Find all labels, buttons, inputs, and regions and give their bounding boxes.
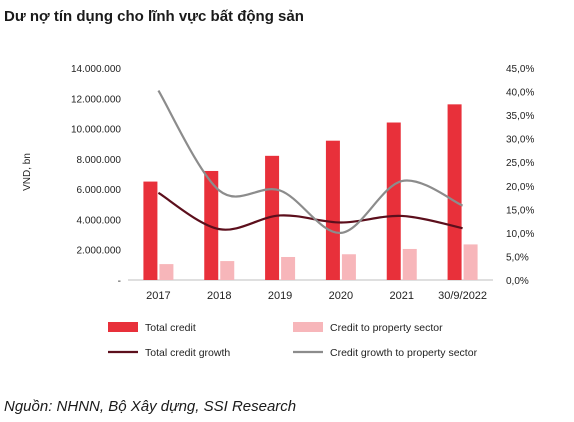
y-tick-label: 12.000.000 [71, 94, 121, 105]
x-tick-label: 2017 [146, 290, 170, 302]
bar [341, 254, 356, 280]
y2-tick-label: 30,0% [506, 135, 534, 146]
bar [463, 244, 478, 280]
x-tick-label: 2018 [207, 290, 231, 302]
y-tick-label: 8.000.000 [77, 155, 122, 166]
y2-tick-label: 25,0% [506, 158, 534, 169]
bars-group [143, 104, 478, 280]
y-tick-label: 10.000.000 [71, 125, 121, 136]
bar [386, 122, 401, 280]
y-axis-label: VND, bn [22, 153, 33, 191]
y-tick-label: 2.000.000 [77, 246, 122, 257]
y2-tick-label: 45,0% [506, 64, 534, 75]
x-axis-labels: 2017 2018 2019 2020 2021 30/9/2022 [146, 290, 487, 302]
legend-label: Credit growth to property sector [330, 347, 478, 359]
right-axis: 0,0% 5,0% 10,0% 15,0% 20,0% 25,0% 30,0% 35,0% 40… [506, 64, 534, 287]
y2-tick-label: 35,0% [506, 111, 534, 122]
x-tick-label: 2021 [390, 290, 414, 302]
x-tick-label: 2020 [329, 290, 353, 302]
bar [159, 264, 174, 280]
y-tick-label: - [118, 276, 121, 287]
y2-tick-label: 10,0% [506, 229, 534, 240]
bar [220, 261, 235, 280]
credit-chart: - 2.000.000 4.000.000 6.000.000 8.000.000 10.… [22, 64, 534, 359]
y2-tick-label: 40,0% [506, 88, 534, 99]
lines-group [157, 90, 464, 234]
series-line [157, 90, 464, 234]
bar [204, 170, 219, 280]
legend-label: Total credit [145, 322, 196, 334]
y2-tick-label: 0,0% [506, 276, 529, 287]
y-tick-label: 4.000.000 [77, 215, 122, 226]
chart-title: Dư nợ tín dụng cho lĩnh vực bất động sản [4, 8, 304, 25]
y2-tick-label: 15,0% [506, 205, 534, 216]
series-line [157, 191, 463, 231]
left-axis: - 2.000.000 4.000.000 6.000.000 8.000.000 10.… [71, 64, 121, 287]
y2-tick-label: 5,0% [506, 252, 529, 263]
bar [143, 181, 158, 280]
source-note: Nguồn: NHNN, Bộ Xây dựng, SSI Research [4, 398, 297, 415]
legend-label: Credit to property sector [330, 322, 443, 334]
bar [281, 256, 296, 280]
x-tick-label: 30/9/2022 [438, 290, 487, 302]
y2-tick-label: 20,0% [506, 182, 534, 193]
y-tick-label: 6.000.000 [77, 185, 122, 196]
bar [402, 248, 417, 280]
x-tick-label: 2019 [268, 290, 292, 302]
legend-swatch [108, 322, 138, 332]
bar [265, 155, 280, 280]
legend-label: Total credit growth [145, 347, 230, 359]
y-tick-label: 14.000.000 [71, 64, 121, 75]
bar [325, 140, 340, 280]
legend-swatch [293, 322, 323, 332]
bar [447, 104, 462, 280]
legend: Total credit Credit to property sector Tot… [108, 322, 478, 359]
